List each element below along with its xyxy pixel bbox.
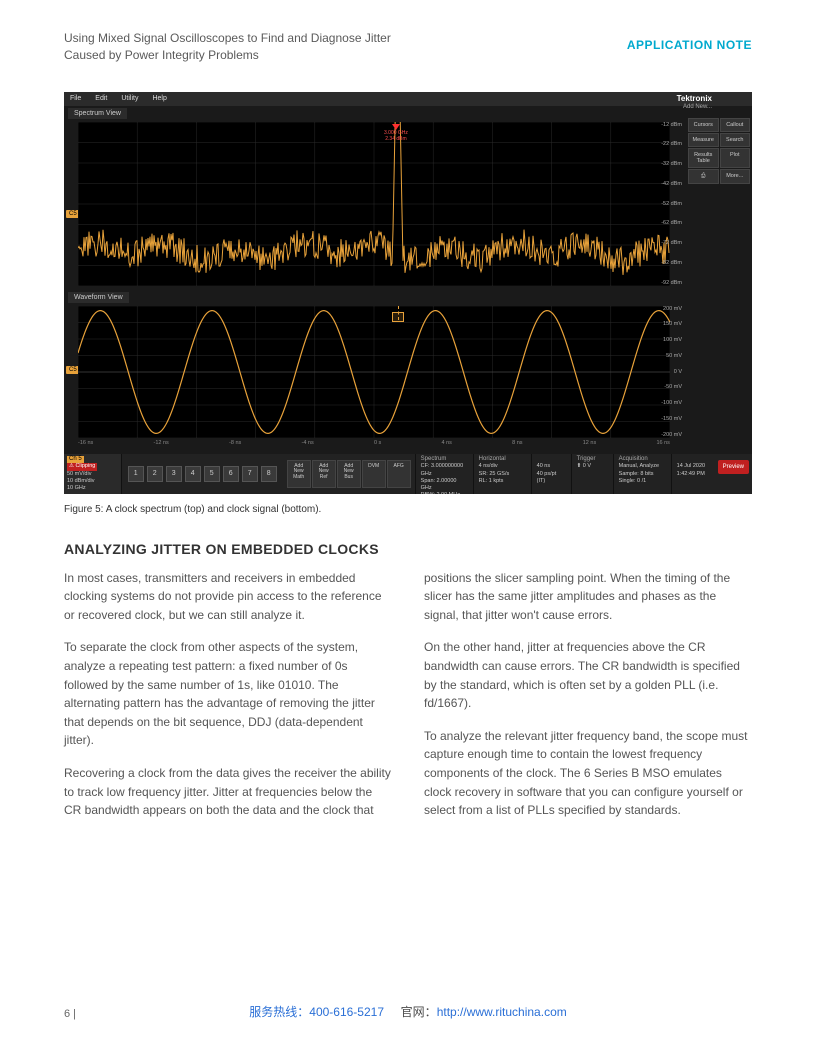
add-button[interactable]: AddNewRef bbox=[312, 460, 336, 488]
channel-button-8[interactable]: 8 bbox=[261, 466, 277, 482]
horizontal-panel-2[interactable]: 40 ns 40 ps/pt (IT) bbox=[531, 454, 571, 494]
body-column-right: positions the slicer sampling point. Whe… bbox=[424, 569, 752, 834]
body-para: To analyze the relevant jitter frequency… bbox=[424, 727, 752, 820]
spectrum-panel[interactable]: Spectrum CF: 3.000000000 GHz Span: 2.000… bbox=[415, 454, 473, 494]
callout-button[interactable]: Callout bbox=[720, 118, 751, 132]
menu-edit[interactable]: Edit bbox=[95, 95, 107, 102]
channel-button-5[interactable]: 5 bbox=[204, 466, 220, 482]
add-new-label[interactable]: Add New... bbox=[683, 104, 712, 110]
header-title-line1: Using Mixed Signal Oscilloscopes to Find… bbox=[64, 30, 391, 47]
menu-file[interactable]: File bbox=[70, 95, 81, 102]
spectrum-y-axis: -12 dBm-22 dBm-32 dBm-42 dBm-52 dBm-62 d… bbox=[661, 122, 682, 286]
results-table-button[interactable]: Results Table bbox=[688, 148, 719, 168]
scope-plot-area: Spectrum View C5 3.000 GHz 2.34 dBm -12 … bbox=[64, 106, 684, 452]
ch-vdiv: 50 mV/div bbox=[67, 471, 91, 477]
acquisition-panel[interactable]: Acquisition Manual, Analyze Sample: 8 bi… bbox=[613, 454, 671, 494]
add-button[interactable]: AddNewBus bbox=[337, 460, 361, 488]
header-title-line2: Caused by Power Integrity Problems bbox=[64, 47, 391, 64]
cursors-button[interactable]: Cursors bbox=[688, 118, 719, 132]
scope-right-panel: Cursors Callout Measure Search Results T… bbox=[688, 118, 750, 184]
header-title: Using Mixed Signal Oscilloscopes to Find… bbox=[64, 30, 391, 64]
measure-button[interactable]: Measure bbox=[688, 133, 719, 147]
add-button[interactable]: DVM bbox=[362, 460, 386, 488]
channel-button-6[interactable]: 6 bbox=[223, 466, 239, 482]
body-para: On the other hand, jitter at frequencies… bbox=[424, 638, 752, 712]
waveform-view-title: Waveform View bbox=[68, 292, 129, 303]
add-button[interactable]: AFG bbox=[387, 460, 411, 488]
tektronix-logo: Tektronix bbox=[677, 94, 712, 103]
add-buttons-group: AddNewMathAddNewRefAddNewBusDVMAFG bbox=[283, 454, 415, 494]
body-para: To separate the clock from other aspects… bbox=[64, 638, 392, 750]
trigger-panel[interactable]: Trigger ⬆ 0 V bbox=[571, 454, 613, 494]
scope-bottom-bar: Ch 5 ⚠ Clipping 50 mV/div 10 dBm/div 10 … bbox=[64, 454, 752, 494]
channel-button-4[interactable]: 4 bbox=[185, 466, 201, 482]
body-para: positions the slicer sampling point. Whe… bbox=[424, 569, 752, 625]
peak-freq-label: 3.000 GHz bbox=[384, 130, 408, 136]
peak-amp-label: 2.34 dBm bbox=[384, 136, 408, 142]
application-note-label: APPLICATION NOTE bbox=[627, 30, 752, 52]
page-header: Using Mixed Signal Oscilloscopes to Find… bbox=[64, 30, 752, 64]
menu-help[interactable]: Help bbox=[152, 95, 166, 102]
channel-button-1[interactable]: 1 bbox=[128, 466, 144, 482]
body-para: In most cases, transmitters and receiver… bbox=[64, 569, 392, 625]
hotline-number: 400-616-5217 bbox=[309, 1005, 384, 1019]
channel-number-buttons: 12345678 bbox=[122, 454, 283, 494]
spectrum-plot bbox=[78, 122, 670, 286]
figure-caption: Figure 5: A clock spectrum (top) and clo… bbox=[64, 504, 752, 515]
horizontal-panel[interactable]: Horizontal 4 ns/div SR: 25 GS/s RL: 1 kp… bbox=[473, 454, 531, 494]
body-para: Recovering a clock from the data gives t… bbox=[64, 764, 392, 820]
clipping-warning: ⚠ Clipping bbox=[67, 463, 97, 470]
site-label: 官网： bbox=[401, 1005, 437, 1019]
site-url[interactable]: http://www.rituchina.com bbox=[437, 1005, 567, 1019]
spectrum-view-title: Spectrum View bbox=[68, 108, 127, 119]
preview-button[interactable]: Preview bbox=[718, 460, 749, 474]
channel-button-3[interactable]: 3 bbox=[166, 466, 182, 482]
footer-contact: 服务热线：400-616-5217 官网：http://www.rituchin… bbox=[0, 1003, 816, 1020]
section-title: ANALYZING JITTER ON EMBEDDED CLOCKS bbox=[64, 541, 752, 557]
waveform-x-axis: -16 ns-12 ns-8 ns-4 ns0 s4 ns8 ns12 ns16… bbox=[78, 440, 670, 446]
body-column-left: In most cases, transmitters and receiver… bbox=[64, 569, 392, 834]
diagram-button[interactable]: ⎙ bbox=[688, 169, 719, 184]
scope-menubar: File Edit Utility Help bbox=[64, 92, 752, 106]
channel-info-panel[interactable]: Ch 5 ⚠ Clipping 50 mV/div 10 dBm/div 10 … bbox=[64, 454, 122, 494]
body-columns: In most cases, transmitters and receiver… bbox=[64, 569, 752, 834]
waveform-plot bbox=[78, 306, 670, 438]
more-button[interactable]: More... bbox=[720, 169, 751, 184]
hotline-label: 服务热线： bbox=[249, 1005, 309, 1019]
menu-utility[interactable]: Utility bbox=[121, 95, 138, 102]
spectrum-peak-marker: 3.000 GHz 2.34 dBm bbox=[384, 124, 408, 142]
info-panels: Spectrum CF: 3.000000000 GHz Span: 2.000… bbox=[415, 454, 715, 494]
add-button[interactable]: AddNewMath bbox=[287, 460, 311, 488]
channel-button-7[interactable]: 7 bbox=[242, 466, 258, 482]
search-button[interactable]: Search bbox=[720, 133, 751, 147]
waveform-y-axis: 200 mV150 mV100 mV50 mV0 V-50 mV-100 mV-… bbox=[661, 306, 682, 438]
datetime-panel: 14 Jul 2020 1:42:49 PM bbox=[671, 454, 715, 494]
ch-dbmdiv: 10 dBm/div bbox=[67, 478, 95, 484]
plot-button[interactable]: Plot bbox=[720, 148, 751, 168]
oscilloscope-screenshot: File Edit Utility Help Tektronix Add New… bbox=[64, 92, 752, 494]
channel-button-2[interactable]: 2 bbox=[147, 466, 163, 482]
ch-bw: 10 GHz bbox=[67, 485, 86, 491]
